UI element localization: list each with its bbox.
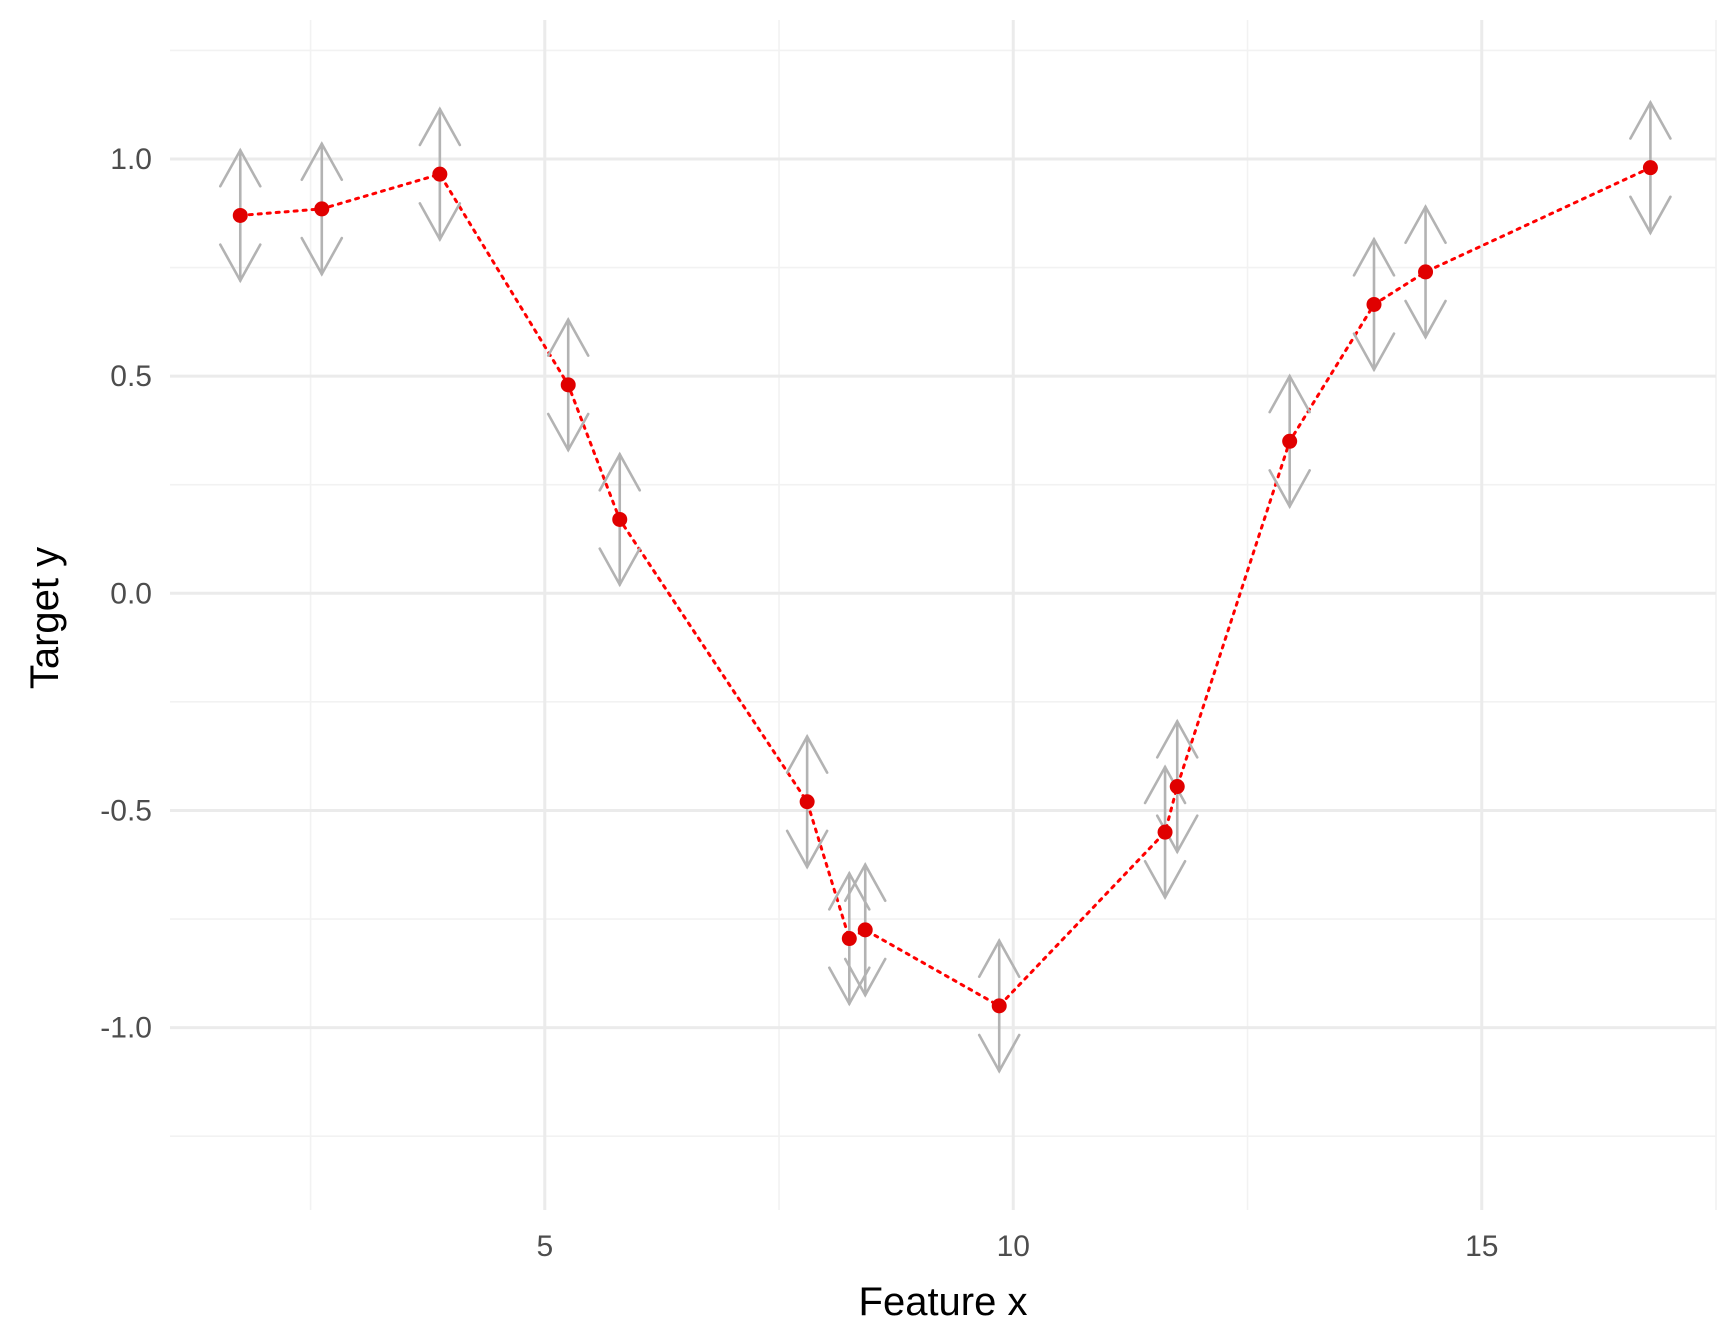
error-bar-upper-arrow [418, 106, 462, 147]
error-bar-lower-arrow [785, 829, 829, 870]
data-point [1282, 433, 1298, 449]
y-tick-label: 1.0 [110, 143, 152, 176]
data-point-layer [232, 160, 1658, 1014]
data-point [1169, 779, 1185, 795]
data-point [1642, 160, 1658, 176]
error-bar-upper-arrow [785, 733, 829, 774]
error-bar-lower-arrow [300, 236, 344, 277]
error-bar-upper-arrow [300, 141, 344, 182]
error-bar-lower-arrow [843, 957, 887, 998]
y-tick-label: -0.5 [100, 794, 152, 827]
data-point [991, 998, 1007, 1014]
error-bar-lower-arrow [1143, 859, 1187, 900]
data-point [799, 794, 815, 810]
data-point [314, 201, 330, 217]
x-tick-label: 15 [1465, 1230, 1498, 1263]
data-point [612, 511, 628, 527]
error-bar-lower-arrow [598, 547, 642, 588]
data-point [1157, 824, 1173, 840]
tick-label-layer: 5 10 15 -1.0 -0.5 0.0 0.5 1.0 [100, 143, 1498, 1263]
error-bar-lower-arrow [218, 243, 262, 284]
error-bar-upper-arrow [977, 938, 1021, 979]
connecting-line [238, 166, 1652, 1008]
data-point [432, 166, 448, 182]
error-bar-upper-arrow [1155, 718, 1199, 759]
grid [170, 20, 1717, 1210]
error-bar-upper-arrow [546, 316, 590, 357]
error-bar-upper-arrow [1629, 99, 1672, 140]
y-tick-label: 0.0 [110, 577, 152, 610]
error-bar-lower-arrow [828, 966, 871, 1007]
error-bar-upper-arrow [1268, 373, 1311, 414]
error-bar-upper-arrow [1352, 236, 1396, 277]
data-point [857, 922, 873, 938]
x-tick-label: 10 [997, 1230, 1030, 1263]
error-bar-upper-arrow [218, 147, 262, 188]
error-bar-lower-arrow [1352, 332, 1396, 373]
error-bar-upper-arrow [1404, 204, 1447, 245]
error-bar-layer [218, 99, 1672, 1074]
error-bar-lower-arrow [1629, 195, 1672, 236]
error-bar-upper-arrow [843, 862, 887, 903]
data-point [1418, 264, 1434, 280]
y-tick-label: -1.0 [100, 1012, 152, 1045]
y-tick-label: 0.5 [110, 360, 152, 393]
data-point [232, 207, 248, 223]
error-bar-lower-arrow [546, 412, 590, 453]
x-axis-title: Feature x [859, 1280, 1028, 1324]
error-bar-lower-arrow [1268, 469, 1311, 510]
data-point [841, 931, 857, 947]
error-bar-upper-arrow [598, 451, 642, 492]
error-bar-lower-arrow [977, 1033, 1021, 1074]
error-bar-lower-arrow [418, 202, 462, 243]
x-tick-label: 5 [536, 1230, 553, 1263]
connecting-line-layer [238, 166, 1652, 1008]
error-bar-lower-arrow [1404, 299, 1447, 340]
data-point [560, 377, 576, 393]
error-bar-upper-arrow [828, 870, 871, 911]
y-axis-title: Target y [23, 547, 67, 689]
data-point [1366, 296, 1382, 312]
